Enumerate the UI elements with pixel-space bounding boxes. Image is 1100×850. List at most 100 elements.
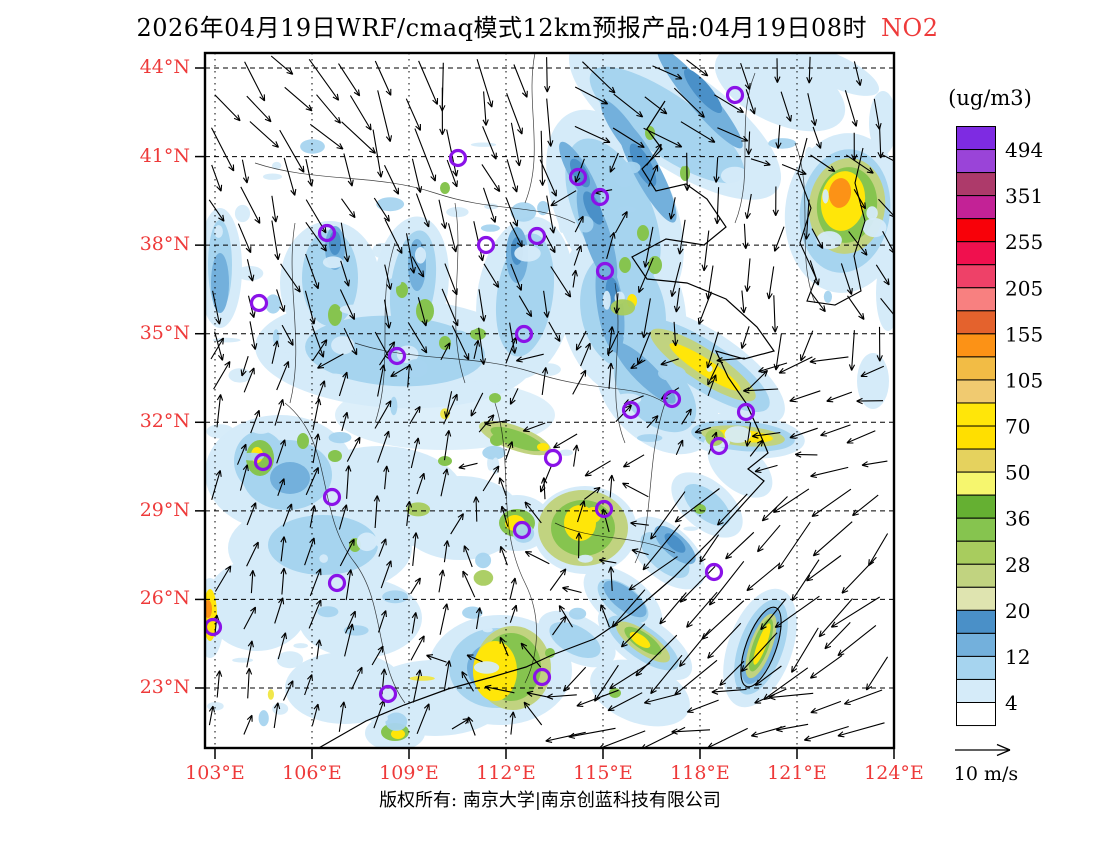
lat-label: 44°N: [139, 56, 190, 78]
wind-arrow: [583, 486, 601, 500]
wind-arrow: [674, 488, 720, 523]
wind-arrow: [749, 439, 764, 457]
wind-arrow: [443, 393, 458, 425]
wind-arrow: [443, 660, 452, 692]
legend-tick-label: 155: [1005, 322, 1043, 346]
plume-speck: [248, 418, 274, 434]
plume-speck: [602, 290, 611, 310]
plume-speck: [701, 162, 711, 170]
wind-arrow: [811, 488, 852, 518]
wind-arrow: [309, 568, 322, 597]
wind-arrow: [443, 540, 450, 563]
lat-label: 35°N: [139, 321, 190, 344]
city-marker: [327, 573, 347, 593]
wind-arrow: [276, 289, 286, 313]
wind-arrow: [810, 292, 826, 313]
wind-arrow: [668, 197, 676, 220]
wind-arrow: [239, 464, 249, 491]
wind-arrow: [482, 465, 500, 492]
wind-arrow: [315, 639, 322, 660]
legend-tick-label: 4: [1005, 691, 1018, 715]
wind-arrow: [526, 690, 548, 698]
wind-arrow: [761, 496, 788, 522]
plume-speck: [480, 224, 500, 232]
wind-arrow: [546, 693, 577, 700]
wind-arrow: [439, 87, 446, 136]
wind-arrow: [846, 430, 876, 444]
wind-arrow: [317, 380, 326, 400]
city-marker: [253, 452, 273, 472]
legend-tick-label: 205: [1005, 276, 1043, 300]
wind-arrow: [407, 322, 428, 354]
wind-arrow: [439, 603, 449, 635]
wind-arrow: [681, 408, 692, 425]
wind-arrow: [384, 165, 400, 195]
wind-arrow: [447, 223, 458, 253]
wind-arrow: [612, 127, 645, 149]
wind-arrow: [837, 722, 885, 738]
wind-arrow: [544, 57, 551, 93]
plume-speck: [617, 206, 637, 213]
wind-arrow: [705, 265, 714, 300]
wind-arrow: [341, 121, 377, 154]
legend-tick-label: 105: [1005, 368, 1043, 392]
wind-arrow: [311, 325, 325, 358]
wind-arrow: [280, 536, 287, 562]
legend-tick-label: 20: [1005, 599, 1030, 623]
wind-arrow: [843, 689, 883, 706]
wind-arrow: [283, 680, 294, 701]
wind-arrow: [860, 365, 885, 378]
wind-arrow: [311, 703, 320, 726]
wind-arrow: [378, 538, 387, 557]
legend-tick-label: 36: [1005, 507, 1030, 531]
wind-arrow: [674, 659, 718, 696]
wind-arrow: [482, 91, 489, 126]
wind-arrow: [470, 392, 484, 417]
wind-arrow: [379, 341, 396, 366]
plume-speck: [229, 620, 243, 629]
wind-arrow: [412, 532, 419, 566]
wind-arrow: [340, 260, 350, 287]
plume-speck: [482, 627, 493, 633]
wind-arrow: [540, 477, 548, 500]
plume-speck: [621, 161, 641, 174]
wind-arrow: [635, 634, 678, 677]
plume-speck: [510, 202, 537, 222]
city-marker: [317, 223, 337, 243]
wind-arrow: [305, 158, 314, 187]
wind-arrow: [372, 129, 384, 178]
wind-arrow: [280, 263, 301, 293]
city-marker: [709, 436, 729, 456]
wind-arrow: [411, 158, 423, 193]
wind-arrow: [707, 362, 719, 386]
city-marker: [662, 389, 682, 409]
wind-arrow: [339, 289, 355, 321]
wind-arrow: [713, 157, 720, 183]
wind-arrow: [271, 195, 279, 223]
city-marker: [476, 235, 496, 255]
plume-speck: [461, 508, 477, 518]
plume-speck: [343, 625, 369, 636]
wind-arrow: [338, 701, 347, 732]
wind-arrow: [868, 533, 889, 567]
wind-arrow: [309, 505, 317, 528]
wind-arrow: [305, 466, 319, 496]
wind-arrow: [274, 597, 285, 624]
city-marker: [448, 148, 468, 168]
wind-arrow: [282, 503, 293, 527]
city-marker: [736, 402, 756, 422]
plume-speck: [475, 552, 492, 569]
plume-speck: [320, 373, 344, 379]
wind-arrow: [845, 154, 874, 174]
wind-arrow: [766, 266, 775, 300]
lon-label: 112°E: [476, 762, 536, 784]
wind-arrow: [506, 93, 523, 135]
wind-arrow: [345, 465, 352, 499]
wind-arrow: [504, 441, 514, 461]
wind-arrow: [441, 288, 459, 327]
wind-arrow: [760, 598, 787, 631]
wind-arrow: [716, 357, 745, 364]
wind-arrow: [415, 193, 430, 228]
wind-arrow: [852, 494, 879, 517]
wind-arrow: [384, 219, 403, 254]
